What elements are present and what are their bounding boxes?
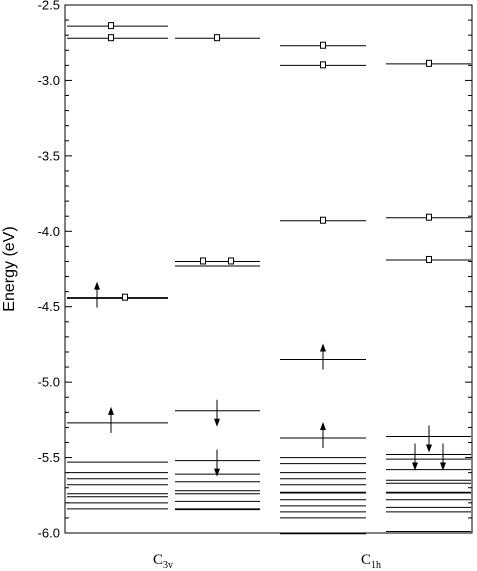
y-tick-label: -5.0: [38, 375, 60, 390]
empty-state-square: [108, 34, 114, 42]
empty-state-square: [426, 213, 432, 221]
y-axis-tick-labels: -2.5 -3.0 -3.5 -4.0 -4.5 -5.0 -5.5 -6.0: [38, 0, 60, 541]
empty-state-square: [200, 257, 206, 265]
spin-up-arrow: [320, 421, 326, 448]
plot-frame: [64, 4, 473, 534]
empty-state-square: [426, 59, 432, 67]
empty-state-square: [320, 61, 326, 69]
empty-state-square: [320, 216, 326, 224]
spin-up-arrow: [94, 281, 100, 308]
y-tick-label: -3.5: [38, 148, 60, 163]
group-labels: C3v C1h: [153, 552, 381, 571]
y-axis-ticks: [65, 4, 472, 534]
spin-up-arrow: [320, 343, 326, 370]
point-group-subscript: 1h: [371, 560, 381, 571]
spin-up-arrow-head: [320, 343, 326, 352]
spin-up-arrow-head: [320, 421, 326, 430]
spin-down-arrow: [214, 449, 220, 477]
empty-state-square: [320, 41, 326, 49]
y-tick-label: -4.5: [38, 299, 60, 314]
spin-down-arrow: [440, 443, 446, 471]
spin-down-arrow-head: [412, 462, 418, 471]
spin-down-arrow: [214, 399, 220, 427]
y-tick-label: -3.0: [38, 73, 60, 88]
y-tick-label: -2.5: [38, 0, 60, 13]
empty-state-square: [214, 34, 220, 42]
spin-down-arrow: [426, 425, 432, 453]
y-axis-title: Energy (eV): [1, 226, 18, 311]
spin-down-arrow-head: [214, 418, 220, 427]
occupation-markers: [94, 22, 446, 477]
empty-state-square: [228, 257, 234, 265]
empty-state-square: [122, 293, 128, 301]
point-group-label: C1h: [361, 552, 381, 571]
spin-up-arrow: [108, 406, 114, 433]
spin-up-arrow-head: [108, 406, 114, 415]
spin-down-arrow-head: [214, 468, 220, 477]
point-group-subscript: 3v: [163, 560, 173, 571]
point-group-symbol: C: [153, 552, 163, 568]
y-tick-label: -5.5: [38, 450, 60, 465]
spin-down-arrow-head: [426, 444, 432, 453]
point-group-symbol: C: [361, 552, 371, 568]
y-tick-label: -4.0: [38, 224, 60, 239]
empty-state-square: [108, 22, 114, 30]
empty-state-square: [426, 255, 432, 263]
spin-up-arrow-head: [94, 281, 100, 290]
energy-levels: [67, 25, 471, 535]
point-group-label: C3v: [153, 552, 173, 571]
spin-down-arrow-head: [440, 462, 446, 471]
y-tick-label: -6.0: [38, 526, 60, 541]
spin-down-arrow: [412, 443, 418, 471]
